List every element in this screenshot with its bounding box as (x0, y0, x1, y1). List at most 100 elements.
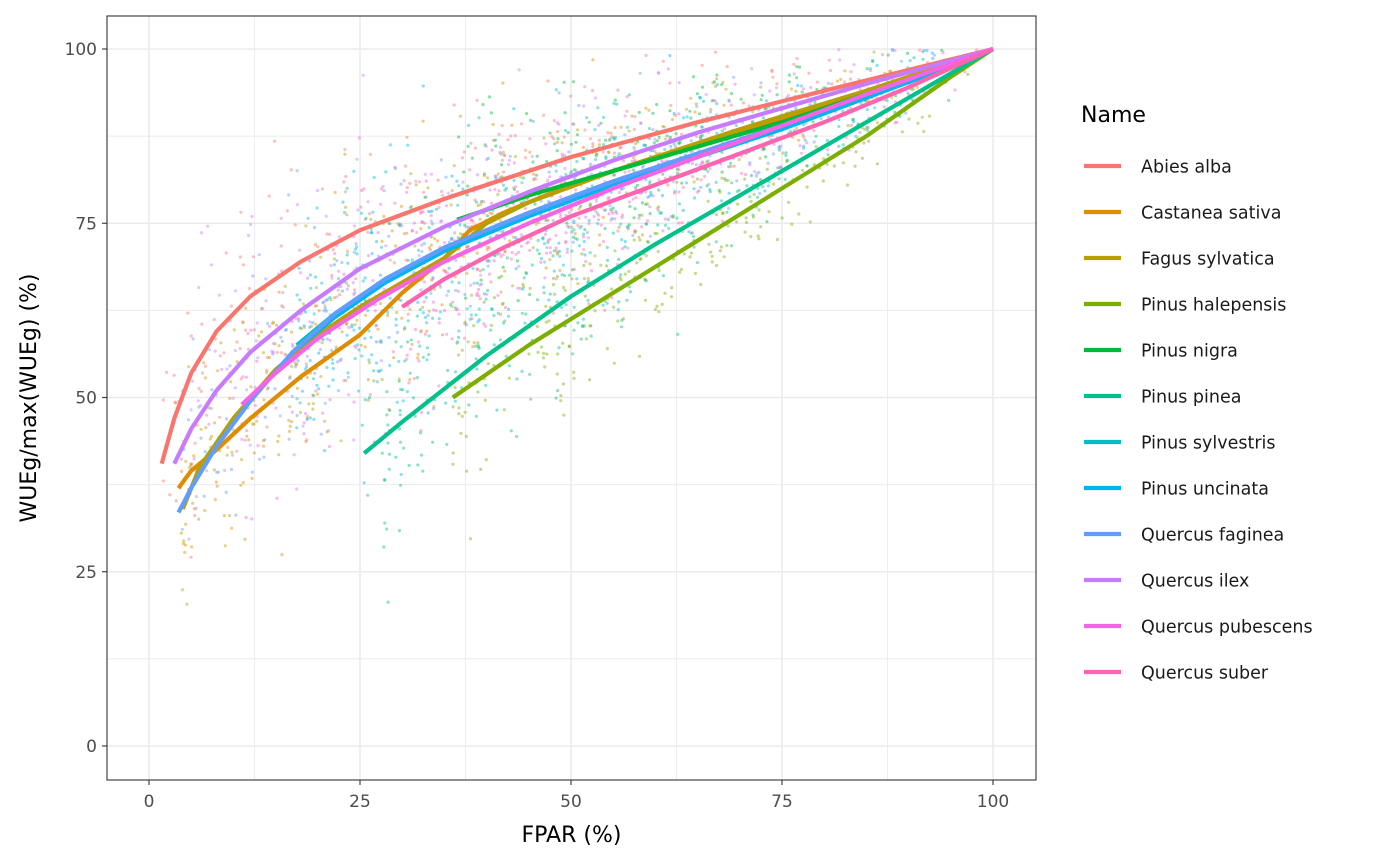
scatter-point (383, 521, 387, 525)
scatter-point (699, 136, 703, 140)
scatter-point (352, 224, 357, 228)
scatter-point (721, 80, 725, 84)
scatter-point (635, 261, 639, 265)
scatter-point (338, 293, 342, 297)
scatter-point (570, 230, 574, 234)
scatter-point (394, 340, 398, 344)
scatter-point (474, 313, 478, 317)
scatter-point (581, 232, 586, 236)
scatter-point (374, 361, 379, 365)
scatter-point (719, 162, 723, 166)
scatter-point (298, 410, 303, 415)
scatter-point (837, 124, 841, 129)
scatter-point (802, 135, 806, 139)
scatter-point (424, 179, 428, 183)
scatter-point (880, 53, 885, 57)
scatter-point (589, 137, 593, 141)
scatter-point (524, 148, 528, 152)
scatter-point (852, 63, 856, 67)
scatter-point (574, 140, 578, 144)
scatter-point (432, 407, 436, 411)
legend-item: Pinus sylvestris (1084, 434, 1276, 454)
scatter-point (609, 287, 614, 291)
scatter-point (487, 259, 491, 263)
scatter-point (278, 414, 282, 418)
scatter-point (354, 242, 358, 246)
scatter-point (355, 252, 359, 256)
scatter-point (335, 295, 339, 299)
scatter-point (256, 444, 260, 448)
y-tick-label: 100 (65, 40, 97, 60)
scatter-point (475, 98, 479, 102)
scatter-point (264, 277, 268, 281)
scatter-point (562, 413, 566, 417)
scatter-point (399, 387, 403, 391)
scatter-point (567, 345, 572, 349)
scatter-point (663, 137, 667, 141)
scatter-point (184, 459, 188, 463)
scatter-point (645, 202, 650, 206)
scatter-point (476, 390, 480, 394)
scatter-point (295, 362, 299, 366)
scatter-point (209, 434, 214, 439)
scatter-point (673, 113, 677, 117)
scatter-point (250, 476, 254, 480)
scatter-point (730, 244, 734, 248)
scatter-point (366, 493, 370, 497)
scatter-point (508, 154, 512, 158)
scatter-point (203, 364, 208, 368)
scatter-point (257, 253, 261, 257)
legend-item: Pinus uncinata (1084, 480, 1269, 500)
scatter-point (800, 90, 804, 94)
scatter-point (797, 212, 801, 216)
scatter-point (379, 202, 383, 206)
scatter-point (251, 255, 255, 259)
scatter-point (379, 245, 384, 249)
scatter-point (445, 332, 449, 336)
scatter-point (547, 298, 551, 302)
scatter-point (388, 258, 392, 262)
scatter-point (544, 218, 549, 222)
scatter-point (456, 203, 460, 207)
scatter-point (528, 372, 532, 376)
scatter-point (203, 508, 207, 513)
scatter-point (416, 352, 420, 356)
scatter-point (512, 186, 516, 190)
scatter-point (475, 268, 480, 272)
scatter-point (503, 250, 507, 254)
scatter-point (634, 195, 638, 200)
scatter-point (677, 141, 681, 145)
scatter-point (299, 271, 303, 275)
scatter-point (701, 99, 706, 103)
scatter-point (533, 202, 537, 206)
scatter-point (366, 398, 370, 402)
scatter-point (334, 345, 338, 349)
scatter-point (632, 146, 636, 150)
scatter-point (562, 285, 566, 290)
scatter-point (860, 156, 865, 160)
scatter-point (695, 260, 700, 265)
scatter-point (426, 313, 430, 317)
scatter-point (612, 305, 616, 309)
scatter-point (851, 117, 855, 121)
scatter-point (398, 413, 402, 417)
scatter-point (493, 187, 497, 192)
scatter-point (563, 111, 567, 115)
scatter-point (414, 179, 418, 183)
legend-item: Quercus ilex (1084, 572, 1249, 592)
scatter-point (631, 233, 635, 238)
scatter-point (429, 219, 433, 223)
scatter-point (572, 228, 576, 232)
scatter-point (868, 68, 873, 73)
scatter-point (695, 92, 700, 96)
scatter-point (751, 215, 756, 219)
scatter-point (541, 237, 545, 241)
scatter-point (953, 88, 957, 92)
scatter-point (726, 178, 730, 183)
scatter-point (290, 410, 294, 414)
scatter-point (364, 313, 368, 317)
scatter-point (393, 201, 397, 205)
scatter-point (478, 217, 482, 221)
scatter-point (749, 199, 753, 204)
scatter-point (720, 129, 725, 133)
